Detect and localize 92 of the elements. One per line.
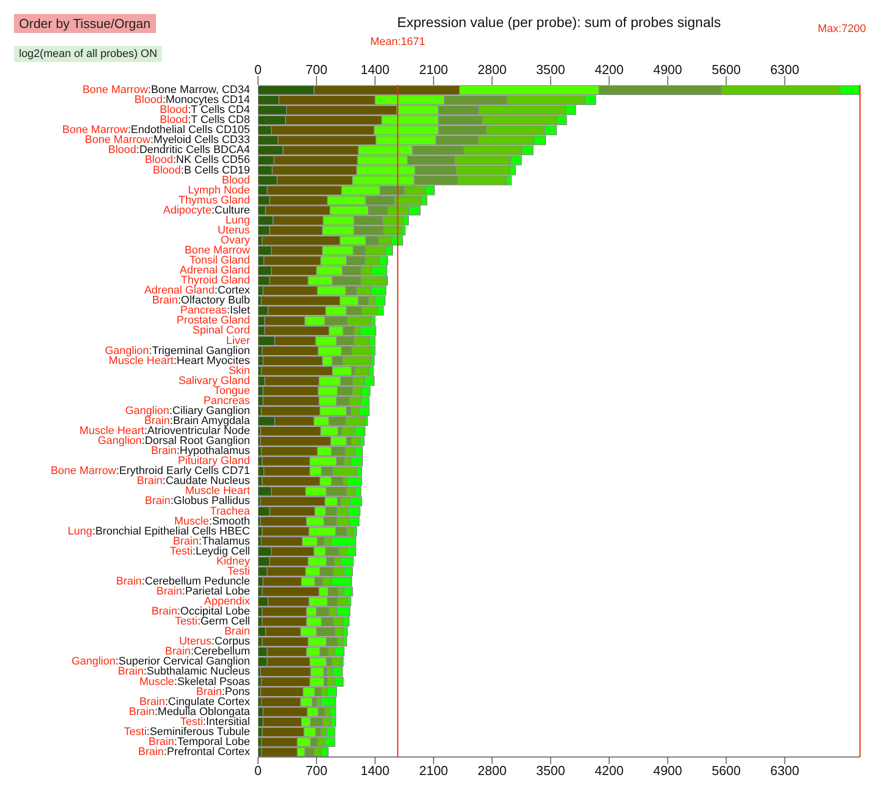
y-tick-label: Uterus:Corpus: [179, 636, 250, 648]
x2-tick-label: 2800: [478, 62, 507, 77]
y-tick-label: Brain:Occipital Lobe: [152, 606, 250, 618]
y-tick-label: Trachea: [210, 505, 251, 518]
y-tick-label: Ovary: [220, 234, 250, 246]
y-tick-label: Liver: [226, 334, 250, 347]
text: Order by Tissue/Organ: [14, 14, 156, 33]
y-tick-label: Blood:Dendritic Cells BDCA4: [108, 144, 250, 156]
y-tick-label: Thyroid Gland: [180, 274, 250, 287]
y-tick-label: Tongue: [214, 384, 250, 397]
y-tick-label: Pancreas:Islet: [180, 304, 250, 317]
y-tick-label: Blood:NK Cells CD56: [144, 154, 250, 166]
x2-tick-label: 5600: [712, 62, 741, 77]
y-tick-label: Testi: [227, 565, 250, 578]
y-tick-label: Bone Marrow: [184, 244, 250, 256]
text: log2(mean of all probes) ON: [14, 46, 162, 62]
y-tick-label: Blood:B Cells CD19: [152, 164, 250, 176]
y-tick-label: Bone Marrow:Myeloid Cells CD33: [84, 134, 250, 146]
y-tick-label: Brain:Subthalamic Nucleus: [118, 666, 250, 678]
y-tick-label: Pancreas: [204, 394, 250, 407]
y-tick-label: Kidney: [216, 555, 250, 568]
x-tick-label: 1400: [360, 763, 390, 778]
y-tick-label: Blood:T Cells CD4: [160, 104, 250, 116]
ref-line-label: Mean:1671: [370, 36, 426, 48]
y-tick-label: Tonsil Gland: [189, 254, 250, 267]
x-tick-label: 3500: [536, 763, 566, 778]
x-tick-label: 4900: [653, 763, 682, 778]
y-tick-label: Ganglion:Trigeminal Ganglion: [104, 344, 250, 357]
x2-tick-label: 1400: [360, 62, 390, 77]
x-tick-label: 2800: [478, 763, 507, 778]
y-tick-label: Testi:Seminiferous Tubule: [124, 726, 250, 738]
y-tick-label: Brain:Cerebellum Peduncle: [116, 575, 250, 588]
x2-tick-label: 6300: [770, 62, 800, 77]
y-tick-label: Spinal Cord: [192, 324, 250, 337]
y-tick-label: Brain:Olfactory Bulb: [152, 294, 250, 307]
y-tick-label: Testi:Intersitial: [180, 716, 250, 728]
y-tick-label: Blood:Monocytes CD14: [134, 94, 250, 106]
y-tick-label: Brain:Brain Amygdala: [144, 415, 251, 427]
y-tick-label: Brain:Hypothalamus: [150, 445, 250, 458]
y-tick-label: Brain:Cingulate Cortex: [139, 696, 250, 708]
y-tick-label: Muscle:Smooth: [174, 515, 250, 528]
y-tick-label: Adipocyte:Culture: [163, 204, 250, 216]
y-tick-label: Brain:Temporal Lobe: [148, 736, 250, 748]
y-tick-label: Brain:Caudate Nucleus: [136, 475, 250, 488]
x2-tick-label: 4900: [653, 62, 682, 77]
y-tick-label: Muscle Heart:Atrioventricular Node: [79, 425, 250, 438]
y-tick-label: Ganglion:Ciliary Ganglion: [125, 404, 250, 417]
x-tick-label: 5600: [712, 763, 741, 778]
y-tick-label: Ganglion:Superior Cervical Ganglion: [71, 656, 250, 668]
y-tick-label: Thymus Gland: [178, 194, 250, 206]
x2-tick-label: 4200: [594, 62, 624, 77]
x2-tick-label: 3500: [536, 62, 566, 77]
y-tick-label: Uterus: [218, 224, 250, 236]
y-tick-label: Brain: [224, 626, 250, 638]
y-tick-label: Lymph Node: [188, 184, 250, 196]
y-tick-label: Testi:Germ Cell: [174, 616, 250, 628]
y-tick-label: Appendix: [204, 596, 250, 608]
x-tick-label: 700: [306, 763, 328, 778]
y-tick-label: Muscle:Skeletal Psoas: [139, 676, 250, 688]
chart-title: Expression value (per probe): sum of probes signals: [397, 14, 721, 30]
x2-tick-label: 0: [254, 62, 262, 77]
y-tick-label: Brain:Cerebellum: [165, 646, 250, 658]
x-tick-label: 4200: [594, 763, 624, 778]
y-tick-label: Ganglion:Dorsal Root Ganglion: [98, 435, 250, 448]
y-tick-label: Blood:T Cells CD8: [160, 114, 250, 126]
y-tick-label: Bone Marrow:Bone Marrow, CD34: [82, 84, 250, 96]
y-tick-label: Salivary Gland: [178, 374, 250, 387]
ref-line-label: Max:7200: [818, 23, 866, 35]
y-tick-label: Brain:Pons: [196, 686, 250, 698]
y-tick-label: Adrenal Gland:Cortex: [144, 284, 250, 297]
y-tick-label: Muscle Heart:Heart Myocites: [108, 354, 250, 367]
y-tick-label: Lung:Bronchial Epithelial Cells HBEC: [68, 525, 250, 538]
x2-tick-label: 700: [306, 62, 328, 77]
y-tick-label: Brain:Medulla Oblongata: [128, 706, 251, 718]
x-tick-label: 6300: [770, 763, 800, 778]
y-tick-label: Lung: [226, 214, 250, 226]
y-tick-label: Prostate Gland: [176, 314, 250, 327]
y-tick-label: Muscle Heart: [185, 485, 250, 498]
y-tick-label: Blood: [222, 174, 250, 186]
y-tick-label: Brain:Prefrontal Cortex: [138, 746, 250, 758]
y-tick-label: Adrenal Gland: [180, 264, 250, 277]
y-tick-label: Bone Marrow:Erythroid Early Cells CD71: [50, 465, 250, 478]
y-tick-label: Brain:Parietal Lobe: [156, 586, 250, 598]
x-tick-label: 2100: [419, 763, 448, 778]
x2-tick-label: 2100: [419, 62, 448, 77]
y-tick-label: Bone Marrow:Endothelial Cells CD105: [62, 124, 250, 136]
y-tick-label: Brain:Thalamus: [172, 535, 250, 548]
x-tick-label: 0: [254, 763, 262, 778]
y-tick-label: Testi:Leydig Cell: [170, 545, 250, 558]
y-tick-label: Pituitary Gland: [178, 455, 250, 468]
y-tick-label: Skin: [228, 364, 250, 377]
y-tick-label: Brain:Globus Pallidus: [144, 495, 250, 508]
